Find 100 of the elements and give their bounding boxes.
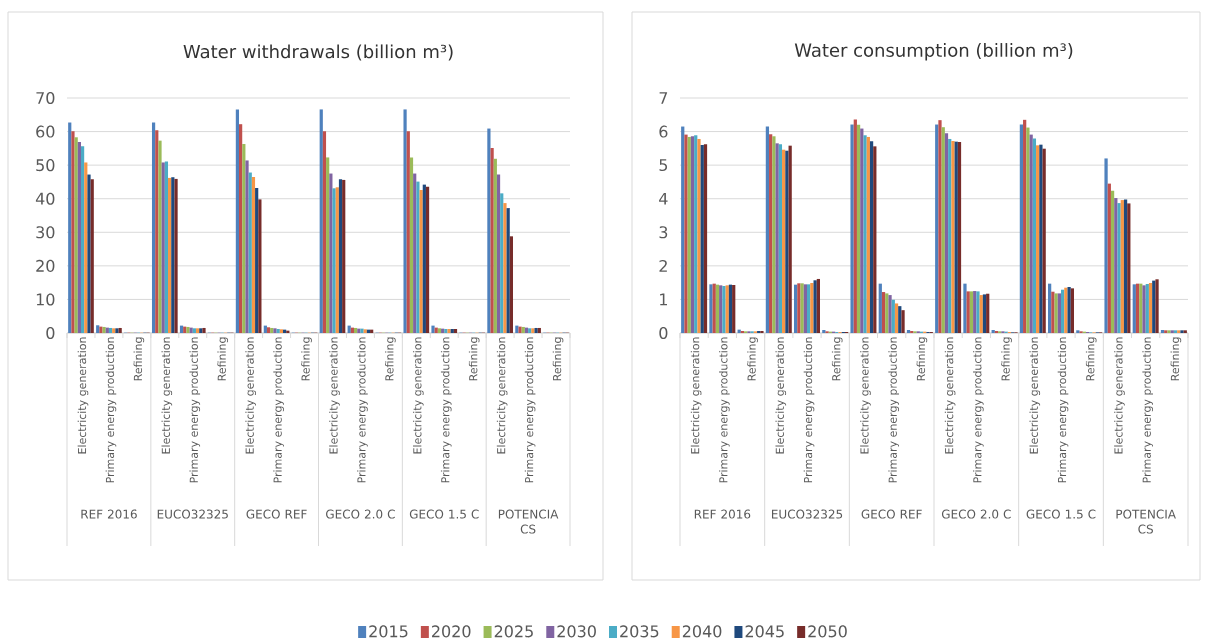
legend-label: 2035 xyxy=(620,625,659,638)
bar xyxy=(1019,124,1024,333)
text: EUCO32325 xyxy=(157,509,228,519)
bar xyxy=(732,284,736,333)
bar xyxy=(869,141,874,333)
bar xyxy=(90,179,94,333)
text: REF 2016 xyxy=(81,509,137,519)
bar xyxy=(1173,330,1178,333)
bar xyxy=(765,126,770,333)
legend-label: 2020 xyxy=(432,625,471,638)
bar xyxy=(326,157,330,333)
bar xyxy=(856,124,861,333)
bar xyxy=(1132,284,1136,333)
x-tick-label: Electricity generation xyxy=(77,337,89,454)
bar xyxy=(979,295,983,333)
bar xyxy=(235,109,240,333)
y-tick-label: 0 xyxy=(659,326,668,340)
x-tick-label: Primary energy production xyxy=(524,337,536,483)
x-tick-label: Primary energy production xyxy=(189,337,201,483)
legend-label: 2030 xyxy=(557,625,596,638)
bar xyxy=(894,303,899,333)
legend-label: 2025 xyxy=(494,625,533,638)
legend-label: 2015 xyxy=(369,625,408,638)
bar xyxy=(878,283,882,333)
bar xyxy=(453,328,458,333)
bar xyxy=(437,328,442,333)
x-tick-label: Primary energy production xyxy=(973,337,984,483)
bar xyxy=(891,299,895,333)
x-tick-label: Electricity generation xyxy=(1029,337,1041,454)
x-tick-label: Refining xyxy=(217,337,229,381)
bar xyxy=(700,145,704,333)
x-tick-label: Electricity generation xyxy=(860,337,871,454)
text: GECO 2.0 C xyxy=(941,509,1011,519)
y-tick-label: 20 xyxy=(36,259,55,272)
bar xyxy=(957,141,962,333)
bar xyxy=(991,329,995,333)
x-tick-label: Refining xyxy=(1001,337,1012,381)
x-tick-label: Electricity generation xyxy=(690,337,702,454)
bar xyxy=(1026,127,1030,333)
text: GECO 2.0 C xyxy=(326,509,395,519)
x-tick-label: Primary energy production xyxy=(1057,337,1069,483)
bar xyxy=(487,128,491,333)
y-tick-label: 70 xyxy=(36,91,55,105)
x-tick-label: Refining xyxy=(916,337,928,381)
bar xyxy=(1110,190,1115,333)
bar xyxy=(1127,203,1131,333)
bar xyxy=(413,173,417,333)
bar xyxy=(982,294,987,333)
y-tick-label: 7 xyxy=(659,92,668,104)
bar xyxy=(258,199,262,333)
bar xyxy=(164,161,169,333)
x-tick-label: Electricity generation xyxy=(329,337,340,454)
bar xyxy=(338,179,343,333)
x-tick-label: Refining xyxy=(301,337,312,381)
x-tick-label: Electricity generation xyxy=(412,337,424,454)
bar xyxy=(155,130,159,333)
y-tick-label: 3 xyxy=(659,226,668,239)
bar xyxy=(778,144,783,333)
bar xyxy=(74,137,78,333)
bar xyxy=(935,124,939,333)
x-tick-label: Refining xyxy=(1170,337,1182,381)
bar xyxy=(506,208,510,333)
bar xyxy=(425,186,430,333)
y-tick-label: 2 xyxy=(659,259,667,272)
x-tick-label: Primary energy production xyxy=(719,337,730,483)
x-tick-label: Primary energy production xyxy=(357,337,368,483)
bar xyxy=(1123,199,1128,333)
x-tick-label: Electricity generation xyxy=(496,337,508,454)
bar xyxy=(898,306,902,333)
bar xyxy=(1160,329,1165,333)
bar xyxy=(322,131,327,333)
x-tick-label: Primary energy production xyxy=(105,337,117,483)
bar xyxy=(108,327,113,333)
chart-title: Water consumption (billion m³) xyxy=(794,43,1073,61)
bar xyxy=(416,181,420,333)
bar xyxy=(703,144,708,333)
x-tick-label: Electricity generation xyxy=(1114,337,1125,454)
bar xyxy=(68,122,72,333)
x-tick-label: Primary energy production xyxy=(440,337,452,483)
bar xyxy=(239,124,243,333)
bar xyxy=(158,140,162,333)
bar xyxy=(860,128,864,333)
bar xyxy=(71,131,75,333)
bar xyxy=(941,127,945,333)
bar xyxy=(873,146,877,333)
bar xyxy=(80,146,85,333)
bar xyxy=(87,174,91,333)
bar xyxy=(681,126,685,333)
bar xyxy=(406,131,410,333)
bar xyxy=(1023,119,1027,333)
bar xyxy=(195,328,200,333)
bar xyxy=(493,158,497,333)
x-tick-label: Electricity generation xyxy=(161,337,173,454)
bar xyxy=(419,189,423,333)
bar xyxy=(850,124,854,333)
bar xyxy=(803,284,808,333)
bar xyxy=(944,133,949,333)
bar xyxy=(242,144,246,333)
bar xyxy=(266,327,271,333)
y-tick-label: 30 xyxy=(36,226,55,239)
